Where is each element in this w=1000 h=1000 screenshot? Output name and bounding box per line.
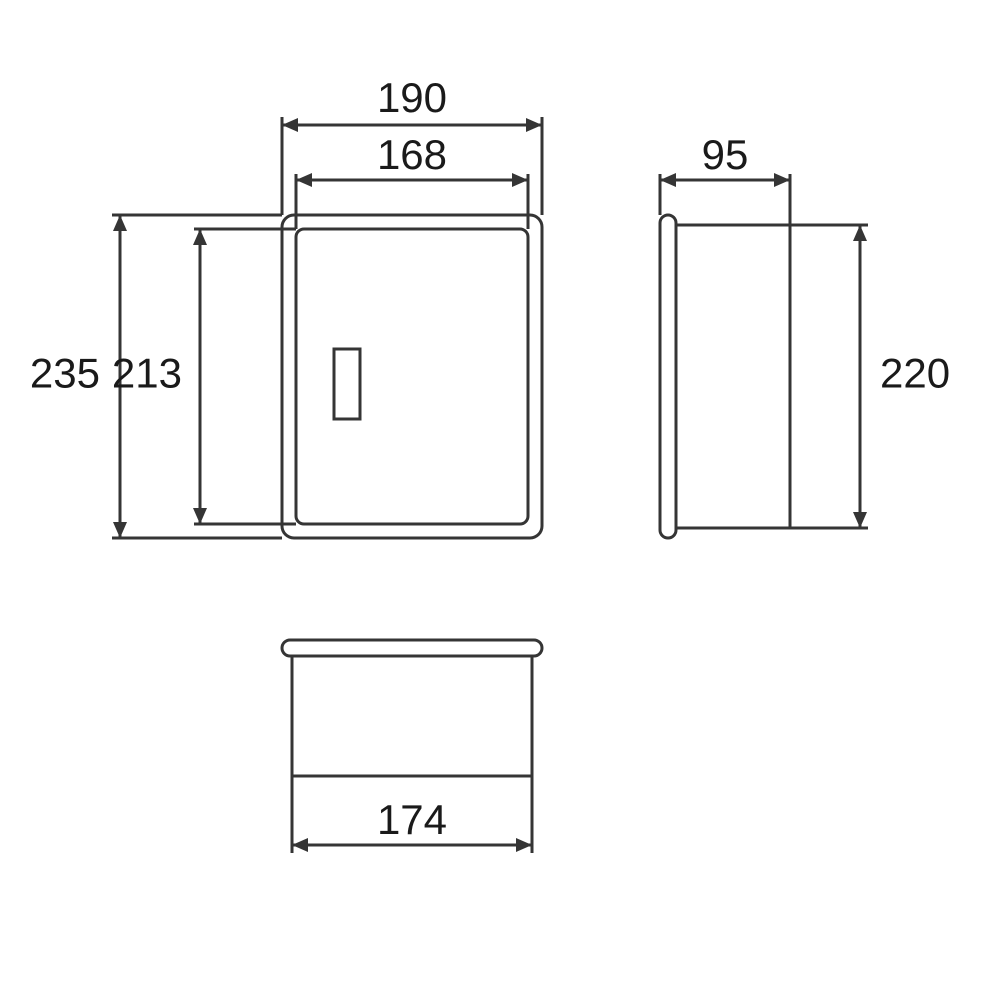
front-inner (296, 229, 528, 524)
dim-235: 235 (30, 350, 100, 397)
front-outer (282, 215, 542, 538)
dim-174: 174 (377, 796, 447, 843)
dim-190: 190 (377, 74, 447, 121)
dim-168: 168 (377, 131, 447, 178)
handle (334, 349, 360, 419)
bottom-flange (282, 640, 542, 656)
side-body (676, 225, 790, 528)
bottom-body (292, 656, 532, 776)
dim-213: 213 (112, 350, 182, 397)
dim-95: 95 (702, 131, 749, 178)
dim-220: 220 (880, 350, 950, 397)
technical-drawing: 190 168 235 213 95 220 174 (0, 0, 1000, 1000)
side-flange (660, 215, 676, 538)
